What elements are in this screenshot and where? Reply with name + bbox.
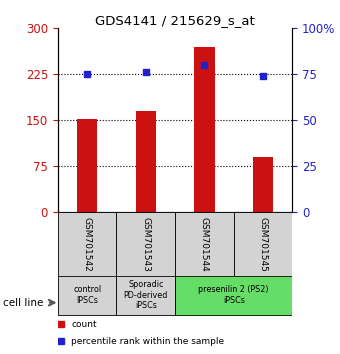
Text: cell line: cell line (3, 298, 44, 308)
Bar (58, 276, 116, 315)
Bar (116, 212, 175, 276)
Bar (77, 119, 97, 212)
Title: GDS4141 / 215629_s_at: GDS4141 / 215629_s_at (95, 14, 255, 27)
Text: GSM701542: GSM701542 (83, 217, 91, 272)
Bar (175, 212, 234, 276)
Point (202, 62, 207, 68)
Bar (58, 212, 116, 276)
Point (84, 72, 90, 77)
Text: GSM701543: GSM701543 (141, 217, 150, 272)
Point (143, 70, 149, 75)
Text: count: count (71, 320, 97, 329)
Bar (234, 212, 292, 276)
Text: Sporadic
PD-derived
iPSCs: Sporadic PD-derived iPSCs (123, 280, 168, 310)
Bar (136, 111, 156, 212)
Text: GSM701544: GSM701544 (200, 217, 209, 272)
Text: presenilin 2 (PS2)
iPSCs: presenilin 2 (PS2) iPSCs (199, 285, 269, 305)
Text: percentile rank within the sample: percentile rank within the sample (71, 337, 224, 346)
Point (260, 73, 266, 79)
Bar (116, 276, 175, 315)
Bar (194, 47, 215, 212)
Bar (175, 276, 292, 315)
Bar (253, 157, 273, 212)
Text: control
IPSCs: control IPSCs (73, 285, 101, 305)
Text: GSM701545: GSM701545 (259, 217, 268, 272)
